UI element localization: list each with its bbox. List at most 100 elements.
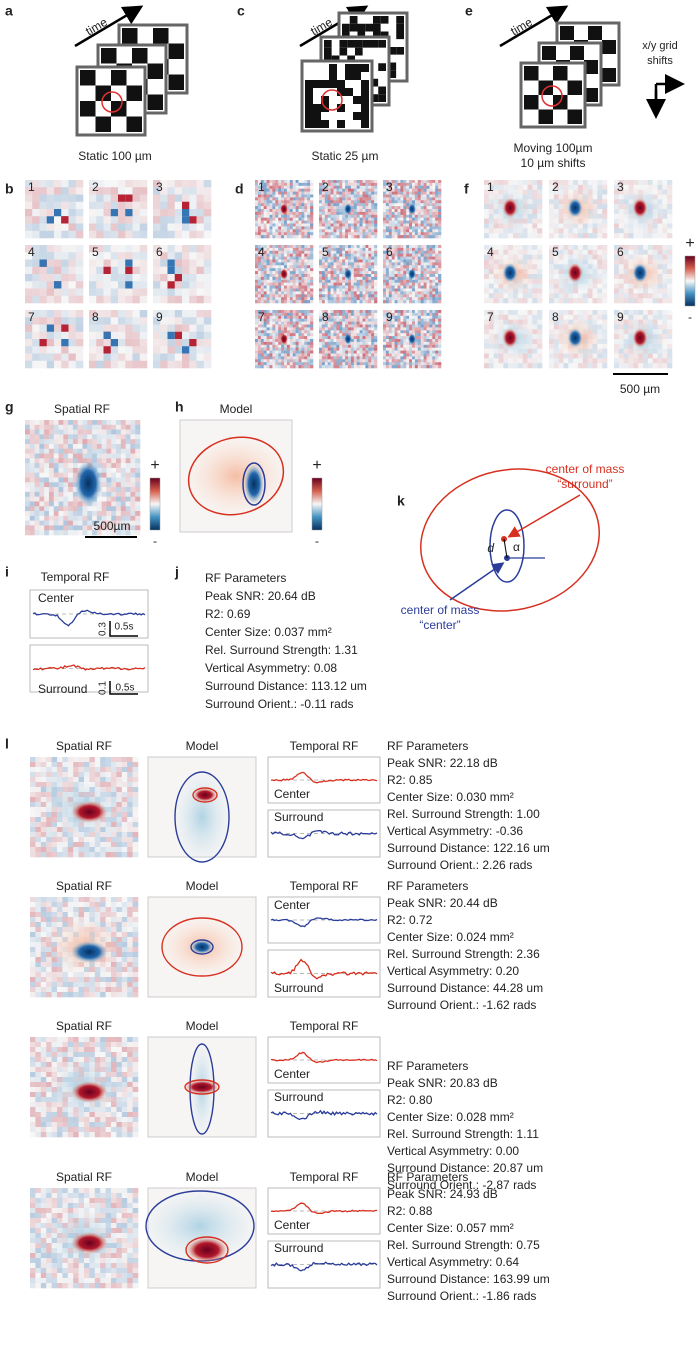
pixel [275,310,278,313]
pixel [427,209,430,212]
pixel [342,325,345,328]
pixel [427,224,430,227]
pixel [96,296,104,304]
pixel [287,212,290,215]
pixel [258,212,261,215]
pixel [398,362,401,365]
pixel [275,248,278,251]
pixel [484,199,489,204]
pixel [371,351,374,354]
pixel [328,197,331,200]
pixel [310,257,313,260]
pixel [602,228,607,233]
pixel [389,342,392,345]
checker-cell [361,112,369,120]
pixel [264,283,267,286]
pixel [290,359,293,362]
pixel [365,342,368,345]
pixel [61,317,69,325]
pixel [403,232,406,235]
pixel [336,336,339,339]
pixel [363,232,366,235]
panel-label: c [237,3,245,19]
pixel [363,235,366,238]
pixel [357,297,360,300]
pixel [296,186,299,189]
pixel [307,257,310,260]
pixel [383,354,386,357]
pixel [418,342,421,345]
pixel [76,267,84,275]
pixel [418,356,421,359]
pixel [409,291,412,294]
pixel [371,313,374,316]
pixel [427,206,430,209]
pixel [662,185,667,190]
pixel [293,310,296,313]
checker-cell [363,40,371,48]
pixel [342,183,345,186]
pixel [371,248,374,251]
pixel [175,231,183,239]
pixel [304,330,307,333]
cell-number: 7 [258,310,265,324]
pixel [354,218,357,221]
pixel [398,325,401,328]
pixel [204,195,212,203]
pixel [409,280,412,283]
pixel [272,316,275,319]
pixel [104,296,112,304]
pixel [284,345,287,348]
pixel [389,224,392,227]
pixel [153,260,161,268]
pixel [438,297,441,300]
pixel [429,333,432,336]
pixel [348,229,351,232]
pixel [307,356,310,359]
pixel [403,218,406,221]
pixel [398,189,401,192]
pixel [275,232,278,235]
pixel [197,274,205,282]
pixel [104,310,112,318]
pixel [264,277,267,280]
pixel [290,274,293,277]
pixel [89,274,97,282]
pixel [290,257,293,260]
pixel [365,300,368,303]
pixel [307,209,310,212]
pixel [415,224,418,227]
pixel [111,187,119,195]
pixel [76,187,84,195]
pixel [523,180,528,185]
pixel [363,336,366,339]
pixel [432,313,435,316]
pixel [322,286,325,289]
pixel [182,296,190,304]
pixel [331,280,334,283]
pixel [392,268,395,271]
pixel [339,345,342,348]
pixel [357,286,360,289]
pixel [104,317,112,325]
pixel [264,226,267,229]
pixel [325,283,328,286]
pixel [133,224,141,232]
pixel [261,291,264,294]
pixel [284,221,287,224]
pixel [336,254,339,257]
pixel [339,251,342,254]
pixel [133,274,141,282]
pixel [140,209,148,217]
pixel [197,180,205,188]
pixel [258,262,261,265]
pixel [319,212,322,215]
cell-number: 2 [92,180,99,194]
pixel [204,231,212,239]
pixel [310,348,313,351]
pixel [351,251,354,254]
pixel [104,209,112,217]
pixel [418,322,421,325]
pixel [322,289,325,292]
pixel [261,195,264,198]
